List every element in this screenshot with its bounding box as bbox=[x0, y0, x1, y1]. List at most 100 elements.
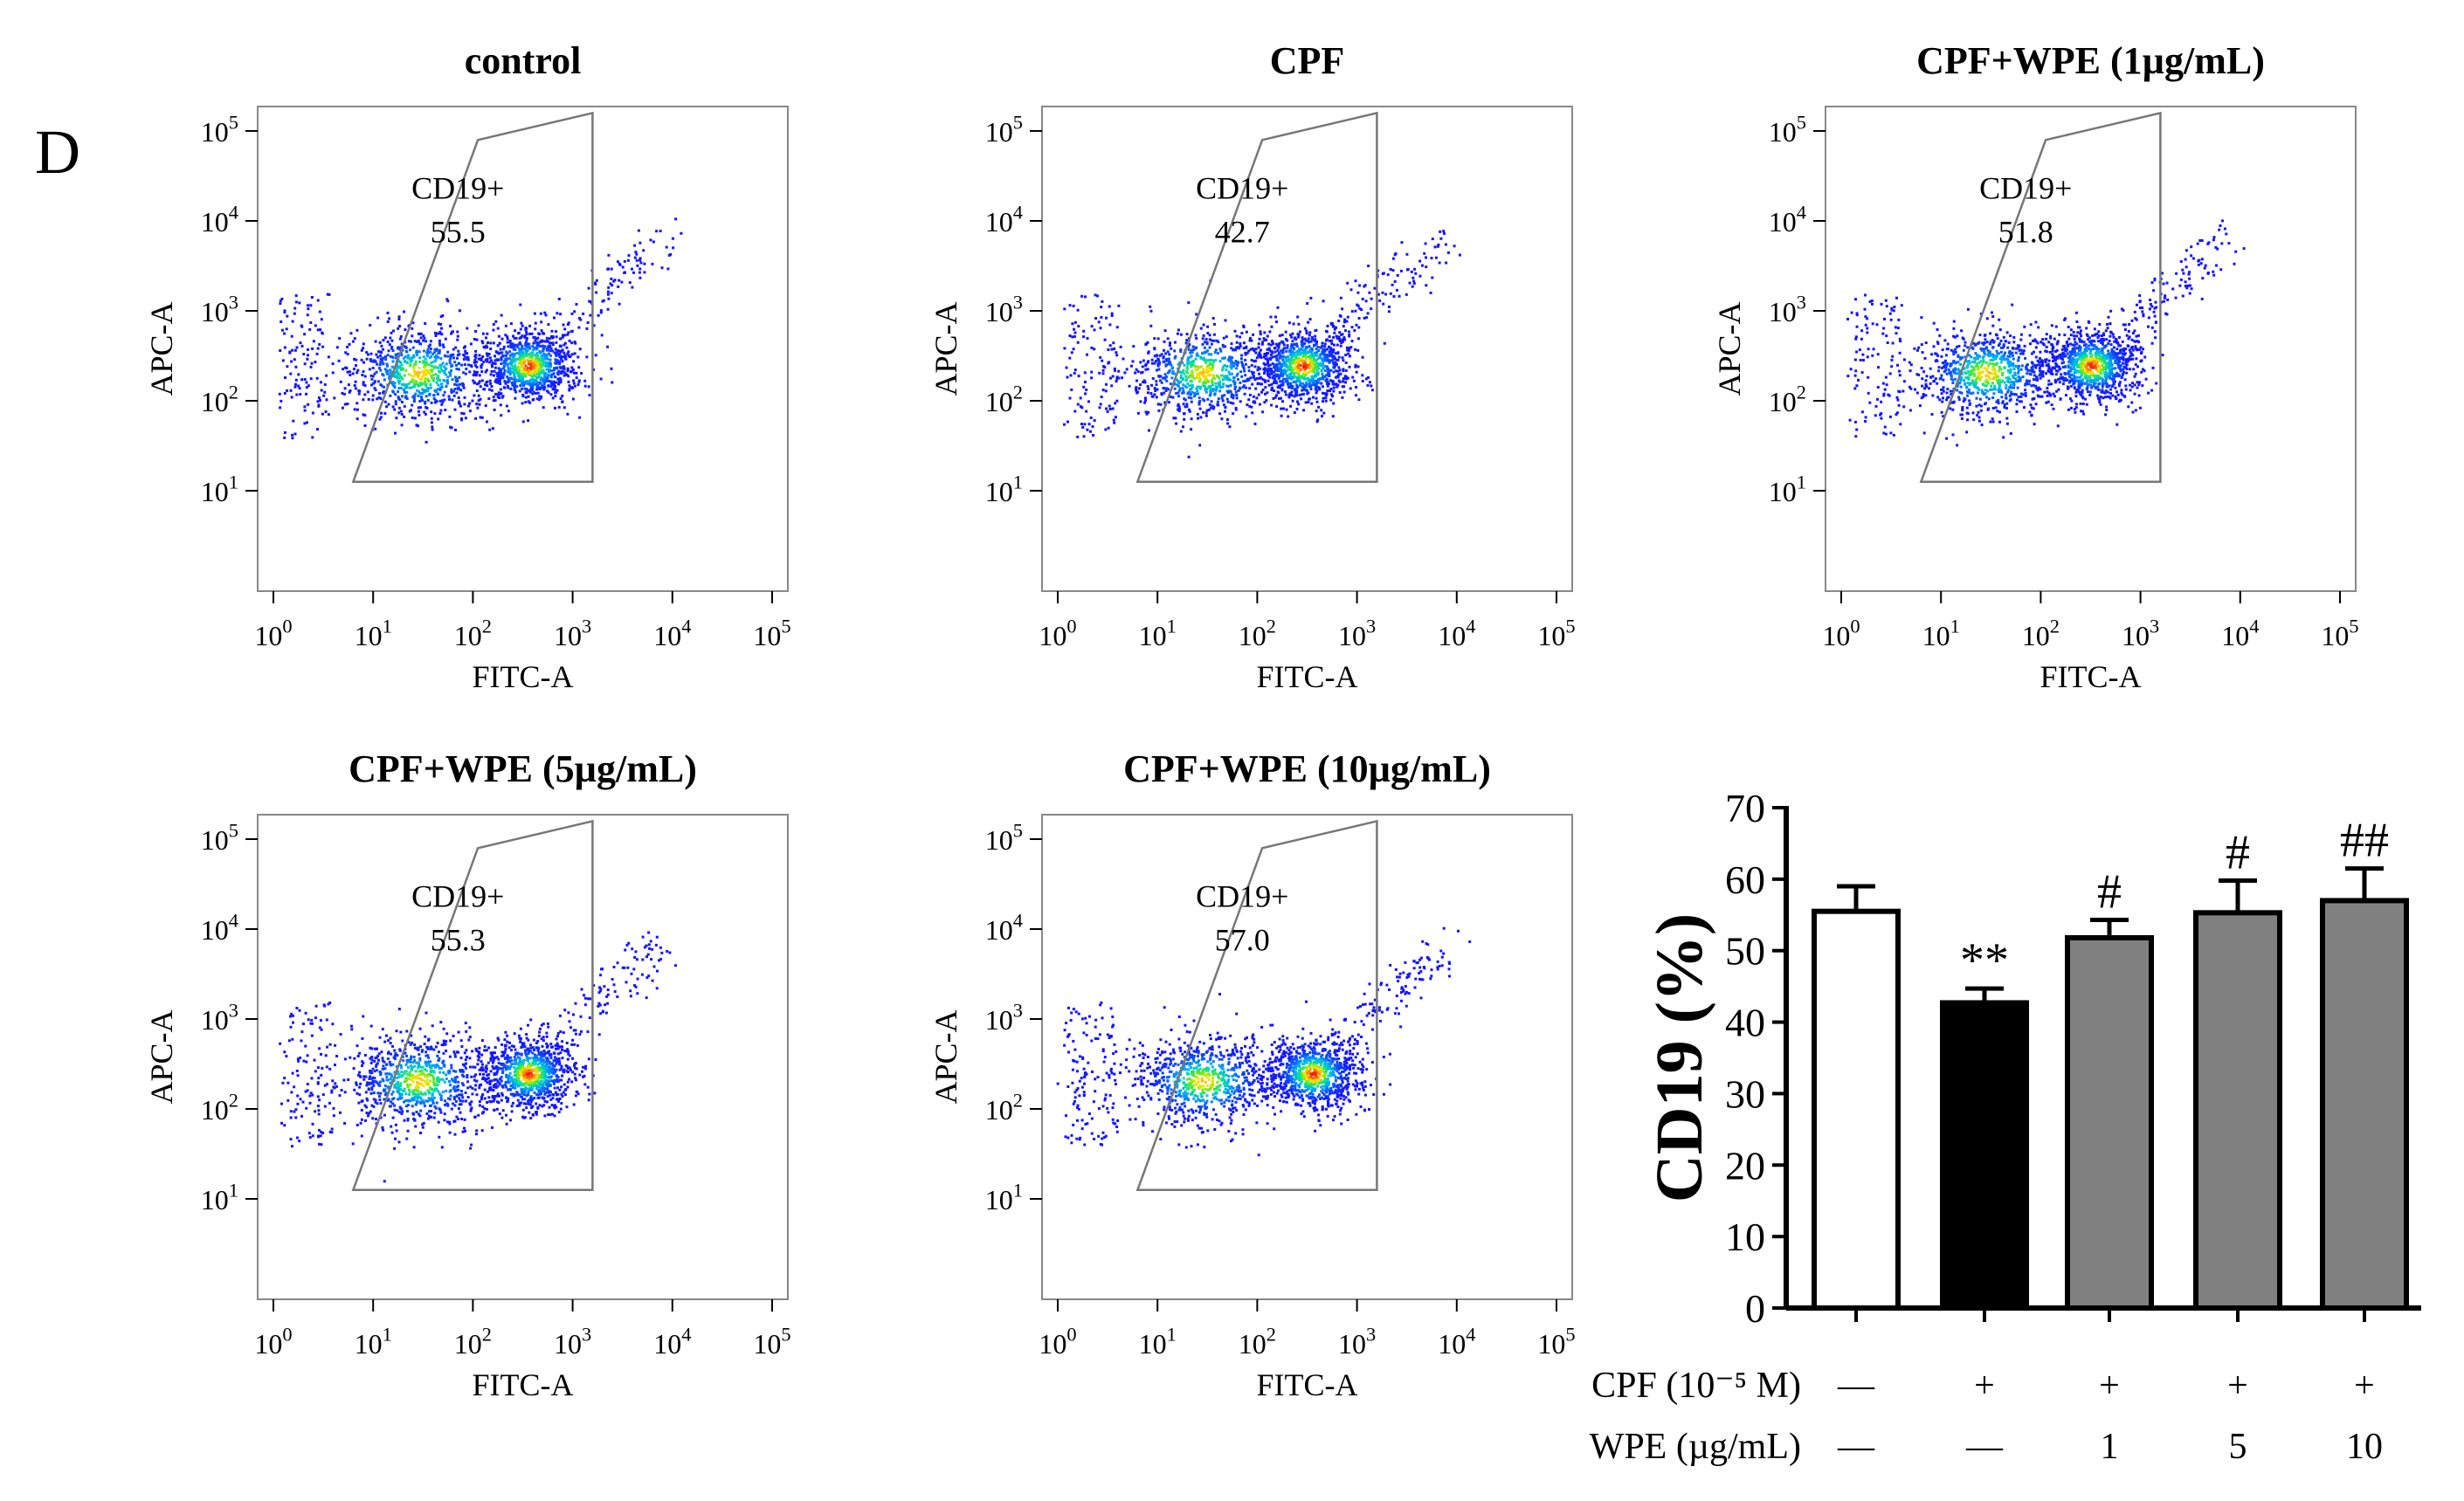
flow-dot bbox=[1197, 375, 1201, 378]
flow-dot bbox=[549, 382, 553, 385]
flow-dot bbox=[587, 286, 590, 290]
flow-dot bbox=[1073, 334, 1076, 338]
flow-dot bbox=[1970, 355, 1973, 359]
flow-dot bbox=[434, 358, 438, 361]
flow-dot bbox=[506, 337, 509, 341]
flow-dot bbox=[428, 356, 431, 360]
flow-dot bbox=[1964, 376, 1968, 380]
flow-dot bbox=[2050, 324, 2053, 327]
flow-dot bbox=[1357, 398, 1361, 402]
flow-dot bbox=[1108, 408, 1112, 410]
flow-dot bbox=[499, 351, 502, 355]
flow-dot bbox=[1278, 386, 1281, 389]
flow-dot bbox=[2108, 384, 2111, 388]
flow-dot bbox=[2003, 405, 2006, 409]
flow-dot bbox=[2067, 326, 2070, 328]
flow-dot bbox=[606, 307, 610, 311]
flow-dot bbox=[1322, 411, 1326, 415]
flow-dot bbox=[337, 359, 341, 362]
flow-dot bbox=[1446, 251, 1450, 254]
flow-dot bbox=[293, 348, 297, 352]
flow-dot bbox=[1253, 349, 1256, 353]
flow-dot bbox=[518, 357, 521, 361]
flow-dot bbox=[2017, 369, 2020, 373]
flow-dot bbox=[452, 389, 455, 393]
flow-dot bbox=[1987, 375, 1991, 378]
flow-dot bbox=[420, 382, 424, 385]
flow-dot bbox=[1288, 368, 1292, 372]
flow-dot bbox=[1225, 389, 1229, 393]
flow-dot bbox=[496, 379, 500, 382]
flow-dot bbox=[2067, 408, 2070, 411]
flow-dot bbox=[2026, 372, 2029, 375]
flow-dot bbox=[1370, 297, 1373, 300]
flow-dot bbox=[2136, 303, 2138, 306]
flow-dot bbox=[369, 374, 373, 377]
flow-dot bbox=[1333, 356, 1336, 360]
flow-dot bbox=[458, 388, 461, 391]
flow-dot bbox=[570, 353, 574, 356]
flow-dot bbox=[1177, 328, 1180, 332]
flow-dot bbox=[1172, 417, 1176, 420]
flow-dot bbox=[563, 406, 566, 410]
flow-dot bbox=[306, 313, 309, 317]
flow-dot bbox=[303, 405, 307, 409]
flow-dot bbox=[1936, 396, 1940, 399]
flow-dot bbox=[279, 299, 282, 302]
flow-dot bbox=[1211, 381, 1214, 384]
flow-dot bbox=[414, 360, 418, 363]
flow-dot bbox=[373, 372, 376, 375]
flow-dot bbox=[1302, 386, 1306, 389]
flow-dot bbox=[1349, 387, 1352, 390]
flow-dot bbox=[2017, 375, 2020, 378]
flow-dot bbox=[438, 399, 442, 403]
flow-dot bbox=[1240, 361, 1244, 364]
flow-dot bbox=[2080, 340, 2083, 343]
flow-dot bbox=[402, 356, 405, 360]
flow-dot bbox=[2128, 348, 2131, 352]
flow-dot bbox=[1360, 308, 1363, 312]
flow-dot bbox=[450, 365, 453, 368]
flow-dot bbox=[533, 336, 536, 339]
flow-dot bbox=[473, 355, 477, 358]
flow-dot bbox=[2147, 391, 2150, 395]
flow-dot bbox=[542, 348, 545, 351]
flow-dot bbox=[518, 341, 521, 344]
flow-dot bbox=[2032, 383, 2035, 387]
flow-dot bbox=[283, 311, 286, 314]
flow-dot bbox=[1336, 352, 1340, 355]
flow-dot bbox=[506, 362, 509, 366]
flow-dot bbox=[2029, 323, 2033, 327]
flow-dot bbox=[1240, 332, 1244, 334]
flow-dot bbox=[1204, 358, 1207, 361]
flow-dot bbox=[437, 352, 440, 355]
flow-dot bbox=[430, 361, 433, 365]
flow-dot bbox=[1261, 341, 1265, 344]
flow-dot bbox=[474, 356, 478, 360]
flow-dot bbox=[526, 353, 529, 356]
flow-dot bbox=[500, 351, 504, 355]
flow-dot bbox=[1336, 336, 1339, 340]
flow-dot bbox=[498, 368, 501, 372]
flow-dot bbox=[443, 371, 446, 375]
flow-dot bbox=[1217, 341, 1220, 344]
flow-dot bbox=[293, 312, 296, 315]
flow-dot bbox=[2025, 382, 2028, 386]
flow-dot bbox=[469, 342, 473, 346]
flow-dot bbox=[1453, 244, 1456, 248]
flow-dot bbox=[512, 370, 515, 374]
flow-dot bbox=[1298, 393, 1301, 396]
flow-dot bbox=[1424, 242, 1427, 245]
flow-dot bbox=[397, 376, 401, 380]
flow-dot bbox=[392, 329, 395, 333]
flow-dot bbox=[531, 382, 534, 385]
flow-dot bbox=[1246, 403, 1249, 407]
flow-dot bbox=[1100, 396, 1103, 398]
flow-dot bbox=[1204, 361, 1208, 364]
flow-dot bbox=[1248, 404, 1252, 408]
flow-dot bbox=[2088, 390, 2092, 394]
flow-dot bbox=[1276, 344, 1280, 348]
flow-dot bbox=[1854, 298, 1857, 301]
flow-dot bbox=[2067, 375, 2071, 378]
flow-dot bbox=[497, 367, 500, 370]
